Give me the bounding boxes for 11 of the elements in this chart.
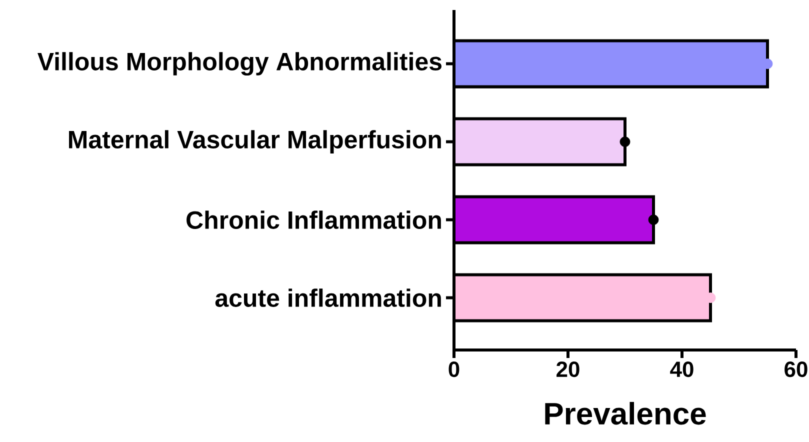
y-tick-label: Villous Morphology Abnormalities: [38, 52, 442, 76]
point: [620, 136, 630, 147]
x-tick-label: 40: [670, 362, 694, 378]
x-tick-label: 60: [784, 362, 808, 378]
x-tick-label: 0: [448, 362, 460, 378]
x-tick-label: 20: [556, 362, 580, 378]
y-tick-label: Chronic Inflammation: [186, 210, 441, 229]
x-axis-title: Prevalence: [545, 402, 706, 425]
point: [648, 214, 659, 225]
y-tick-label: acute inflammation: [215, 288, 441, 307]
y-tick-label: Maternal Vascular Malperfusion: [69, 130, 441, 154]
